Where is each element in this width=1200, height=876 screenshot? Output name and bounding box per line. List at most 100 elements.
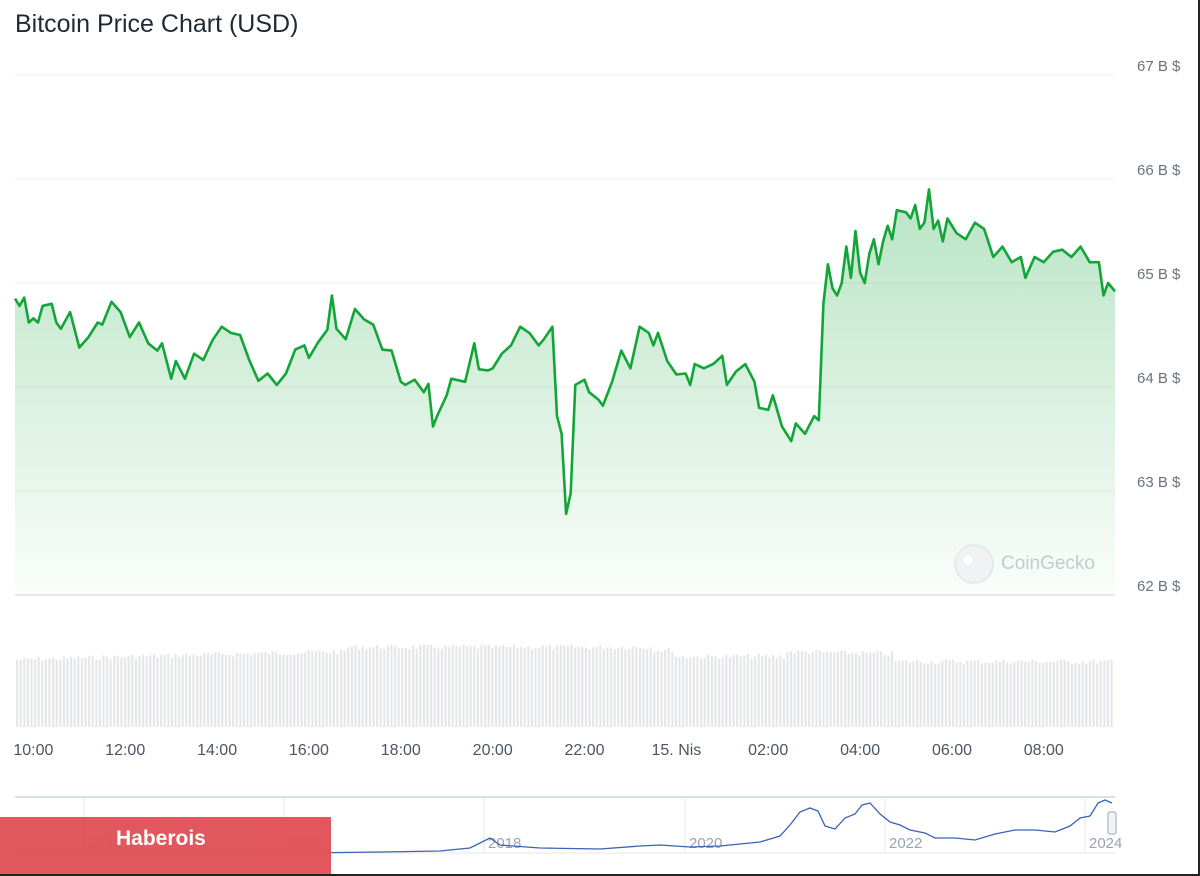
volume-bar bbox=[160, 655, 163, 727]
volume-bar bbox=[336, 654, 339, 727]
volume-bar bbox=[1099, 660, 1102, 727]
volume-bar bbox=[296, 653, 299, 727]
volume-bar bbox=[52, 657, 55, 727]
volume-bar bbox=[469, 645, 472, 727]
volume-bar bbox=[487, 644, 490, 727]
volume-bar bbox=[624, 649, 627, 727]
volume-bar bbox=[408, 649, 411, 727]
volume-bar bbox=[282, 654, 285, 727]
volume-bar bbox=[260, 652, 263, 727]
volume-bar bbox=[268, 654, 271, 727]
volume-bar bbox=[577, 646, 580, 727]
navigator-history-line bbox=[15, 799, 1113, 854]
volume-bar bbox=[358, 649, 361, 727]
volume-bar bbox=[930, 660, 933, 727]
volume-bar bbox=[664, 649, 667, 727]
volume-bar bbox=[329, 653, 332, 727]
volume-bar bbox=[314, 651, 317, 727]
volume-bars bbox=[16, 644, 1113, 727]
volume-bar bbox=[919, 662, 922, 727]
volume-bar bbox=[347, 647, 350, 727]
volume-bar bbox=[901, 660, 904, 727]
volume-bar bbox=[509, 646, 512, 727]
x-tick-label: 02:00 bbox=[748, 742, 788, 759]
volume-bar bbox=[631, 646, 634, 727]
volume-bar bbox=[62, 656, 65, 727]
x-tick-label: 06:00 bbox=[932, 742, 972, 759]
volume-bar bbox=[174, 654, 177, 727]
volume-bar bbox=[646, 649, 649, 727]
volume-bar bbox=[325, 652, 328, 727]
x-tick-label: 10:00 bbox=[13, 742, 53, 759]
volume-bar bbox=[217, 652, 220, 727]
y-tick-label: 65 B $ bbox=[1137, 266, 1181, 283]
volume-bar bbox=[1060, 659, 1063, 727]
volume-bar bbox=[462, 644, 465, 727]
volume-bar bbox=[505, 647, 508, 727]
volume-bar bbox=[214, 652, 217, 727]
volume-bar bbox=[422, 644, 425, 727]
volume-bar bbox=[541, 645, 544, 727]
volume-bar bbox=[1103, 660, 1106, 727]
volume-bar bbox=[793, 653, 796, 727]
volume-bar bbox=[188, 655, 191, 727]
volume-bar bbox=[678, 657, 681, 727]
volume-bar bbox=[253, 653, 256, 727]
volume-bar bbox=[131, 654, 134, 727]
volume-bar bbox=[926, 663, 929, 727]
volume-bar bbox=[458, 647, 461, 727]
volume-bar bbox=[707, 654, 710, 727]
volume-bar bbox=[440, 648, 443, 727]
navigator-range-handle[interactable] bbox=[1107, 811, 1117, 835]
volume-bar bbox=[1070, 663, 1073, 727]
volume-bar bbox=[764, 654, 767, 727]
volume-bar bbox=[653, 652, 656, 727]
volume-bar bbox=[628, 649, 631, 727]
volume-bar bbox=[534, 648, 537, 727]
volume-bar bbox=[1110, 659, 1113, 727]
volume-bar bbox=[30, 659, 33, 727]
volume-bar bbox=[844, 650, 847, 727]
volume-bar bbox=[19, 660, 22, 727]
volume-bar bbox=[275, 651, 278, 727]
volume-bar bbox=[1042, 662, 1045, 727]
volume-bar bbox=[656, 650, 659, 727]
navigator-label-2022: 2022 bbox=[889, 835, 922, 852]
volume-bar bbox=[743, 655, 746, 727]
volume-bar bbox=[502, 645, 505, 727]
volume-bar bbox=[37, 657, 40, 727]
volume-bar bbox=[242, 653, 245, 727]
volume-bar bbox=[890, 651, 893, 727]
volume-bar bbox=[973, 660, 976, 727]
volume-bar bbox=[527, 646, 530, 727]
volume-bar bbox=[142, 654, 145, 727]
volume-bar bbox=[1092, 659, 1095, 727]
volume-bar bbox=[361, 646, 364, 727]
volume-bar bbox=[170, 657, 173, 727]
volume-bar bbox=[768, 657, 771, 727]
chart-title: Bitcoin Price Chart (USD) bbox=[15, 10, 299, 38]
volume-bar bbox=[1088, 661, 1091, 727]
volume-bar bbox=[955, 662, 958, 727]
volume-bar bbox=[106, 657, 109, 727]
price-series-line[interactable] bbox=[13, 188, 1116, 516]
volume-bar bbox=[739, 656, 742, 727]
volume-bar bbox=[109, 659, 112, 727]
volume-bar bbox=[48, 658, 51, 727]
volume-bar bbox=[912, 661, 915, 727]
volume-bar bbox=[905, 660, 908, 727]
volume-bar bbox=[566, 646, 569, 727]
volume-bar bbox=[199, 655, 202, 727]
volume-bar bbox=[455, 646, 458, 727]
y-tick-label: 64 B $ bbox=[1137, 370, 1181, 387]
volume-bar bbox=[746, 654, 749, 727]
volume-bar bbox=[124, 657, 127, 727]
volume-bar bbox=[635, 647, 638, 727]
volume-bar bbox=[908, 662, 911, 727]
volume-bar bbox=[923, 663, 926, 727]
volume-bar bbox=[322, 651, 325, 727]
volume-bar bbox=[995, 660, 998, 727]
volume-bar bbox=[876, 651, 879, 727]
volume-bar bbox=[1056, 661, 1059, 727]
